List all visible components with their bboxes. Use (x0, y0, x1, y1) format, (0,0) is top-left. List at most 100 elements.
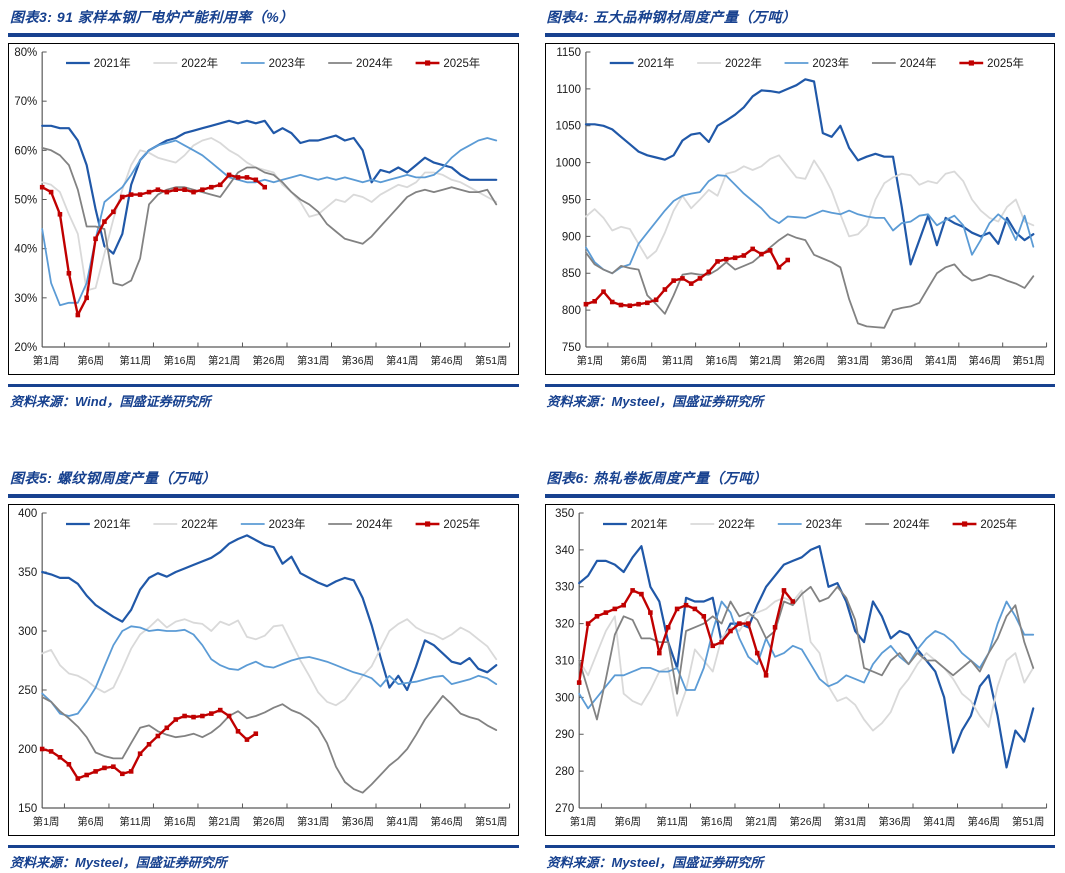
panel-figure6: 图表6: 热轧卷板周度产量（万吨） 270 280 290 300 310 320 330 3… (544, 467, 1055, 872)
svg-text:第21周: 第21周 (208, 815, 240, 828)
svg-text:第51周: 第51周 (1012, 815, 1044, 828)
figure6-chart-box: 270 280 290 300 310 320 330 340 350 第1周 第6周 第11周 第16… (544, 504, 1055, 836)
svg-text:第16周: 第16周 (163, 815, 195, 828)
svg-text:第21周: 第21周 (749, 354, 781, 367)
svg-text:第46周: 第46周 (967, 815, 999, 828)
svg-text:第31周: 第31周 (297, 815, 329, 828)
svg-text:2025年: 2025年 (443, 517, 480, 531)
svg-text:2024年: 2024年 (356, 56, 393, 70)
svg-text:第16周: 第16周 (705, 354, 737, 367)
svg-text:350: 350 (555, 508, 574, 520)
svg-text:第26周: 第26周 (252, 354, 284, 367)
svg-text:2023年: 2023年 (805, 517, 842, 531)
figure3-chart-box: 20% 30% 40% 50% 60% 70% 80% 第1周 第6周 第11周 第16周 第21周第… (8, 43, 519, 375)
svg-text:第6周: 第6周 (620, 354, 647, 367)
svg-text:第31周: 第31周 (834, 815, 866, 828)
figure6-title-rule (544, 494, 1055, 498)
svg-text:第36周: 第36周 (880, 354, 912, 367)
svg-text:2021年: 2021年 (94, 517, 131, 531)
figure4-title-rule (544, 33, 1055, 37)
svg-text:第36周: 第36周 (342, 354, 374, 367)
figure5-bottom-rule (8, 845, 519, 848)
svg-text:第46周: 第46周 (431, 815, 463, 828)
svg-text:2022年: 2022年 (181, 517, 218, 531)
svg-text:第31周: 第31周 (297, 354, 329, 367)
svg-text:第41周: 第41周 (923, 815, 955, 828)
svg-text:第11周: 第11周 (661, 354, 693, 367)
svg-text:1000: 1000 (555, 158, 580, 170)
figure4-source: 资料来源：Mysteel，国盛证券研究所 (546, 394, 764, 409)
svg-text:2024年: 2024年 (356, 517, 393, 531)
svg-text:320: 320 (555, 619, 574, 631)
svg-text:第26周: 第26周 (789, 815, 821, 828)
figure4-bottom-rule (544, 384, 1055, 387)
svg-text:第21周: 第21周 (744, 815, 776, 828)
svg-text:第41周: 第41周 (386, 815, 418, 828)
svg-text:750: 750 (561, 342, 580, 354)
svg-text:2025年: 2025年 (980, 517, 1017, 531)
svg-text:850: 850 (561, 268, 580, 280)
svg-text:2023年: 2023年 (269, 56, 306, 70)
panel-figure3: 图表3: 91 家样本钢厂电炉产能利用率（%） 20% 30% 40% 50% 60% 7… (8, 6, 519, 411)
svg-text:2023年: 2023年 (812, 56, 849, 70)
figure5-title-rule (8, 494, 519, 498)
svg-text:80%: 80% (14, 47, 37, 59)
figure4-title: 图表4: 五大品种钢材周度产量（万吨） (546, 9, 797, 25)
svg-text:1100: 1100 (556, 84, 581, 96)
svg-text:第26周: 第26周 (252, 815, 284, 828)
svg-text:20%: 20% (14, 342, 37, 354)
figure4-line-chart: 750 800 850 900 950 1000 1050 1100 1150 第1周 第6周 第11… (555, 47, 1047, 367)
svg-text:800: 800 (561, 305, 580, 317)
svg-text:350: 350 (18, 567, 37, 579)
svg-text:第1周: 第1周 (576, 354, 603, 367)
svg-text:2021年: 2021年 (94, 56, 131, 70)
figure5-title: 图表5: 螺纹钢周度产量（万吨） (10, 470, 217, 486)
figure5-line-chart: 150 200 250 300 350 400 第1周 第6周 第11周 第16周 第21周 第26周… (18, 508, 511, 828)
svg-text:第51周: 第51周 (1012, 354, 1044, 367)
svg-text:330: 330 (555, 582, 574, 594)
svg-text:1150: 1150 (556, 47, 581, 59)
svg-text:50%: 50% (14, 194, 37, 206)
svg-text:150: 150 (18, 803, 37, 815)
svg-text:2021年: 2021年 (637, 56, 674, 70)
svg-text:2023年: 2023年 (269, 517, 306, 531)
svg-text:250: 250 (18, 685, 37, 697)
panel-figure5: 图表5: 螺纹钢周度产量（万吨） 150 200 250 300 350 400 第1周 第6… (8, 467, 519, 872)
svg-text:70%: 70% (14, 96, 37, 108)
svg-text:40%: 40% (14, 244, 37, 256)
figure3-source: 资料来源：Wind，国盛证券研究所 (10, 394, 211, 409)
svg-text:第6周: 第6周 (77, 354, 104, 367)
svg-text:1050: 1050 (555, 121, 580, 133)
svg-text:2022年: 2022年 (718, 517, 755, 531)
svg-text:900: 900 (561, 231, 580, 243)
svg-text:第11周: 第11周 (656, 815, 688, 828)
figure6-source: 资料来源：Mysteel，国盛证券研究所 (546, 855, 764, 870)
svg-text:第41周: 第41周 (924, 354, 956, 367)
svg-text:第31周: 第31周 (836, 354, 868, 367)
figure6-bottom-rule (544, 845, 1055, 848)
panel-figure4: 图表4: 五大品种钢材周度产量（万吨） 750 800 850 900 950 1000 1… (544, 6, 1055, 411)
svg-text:270: 270 (555, 803, 574, 815)
svg-text:340: 340 (555, 545, 574, 557)
svg-text:300: 300 (555, 692, 574, 704)
svg-text:第1周: 第1周 (33, 354, 60, 367)
svg-text:310: 310 (555, 655, 574, 667)
figure3-title-rule (8, 33, 519, 37)
svg-text:2024年: 2024年 (899, 56, 936, 70)
svg-text:60%: 60% (14, 145, 37, 157)
svg-text:第41周: 第41周 (386, 354, 418, 367)
svg-text:290: 290 (555, 729, 574, 741)
svg-text:第6周: 第6周 (614, 815, 641, 828)
svg-text:200: 200 (18, 744, 37, 756)
svg-text:第16周: 第16周 (700, 815, 732, 828)
svg-text:30%: 30% (14, 293, 37, 305)
svg-text:第11周: 第11周 (119, 815, 151, 828)
svg-text:第46周: 第46周 (431, 354, 463, 367)
figure3-line-chart: 20%30%40%50%60%70%80%第1周 第6周 第11周 第16周 第21周第… (14, 47, 511, 367)
svg-text:2024年: 2024年 (893, 517, 930, 531)
svg-text:2022年: 2022年 (181, 56, 218, 70)
svg-text:950: 950 (561, 194, 580, 206)
svg-text:第26周: 第26周 (793, 354, 825, 367)
svg-text:第6周: 第6周 (77, 815, 104, 828)
